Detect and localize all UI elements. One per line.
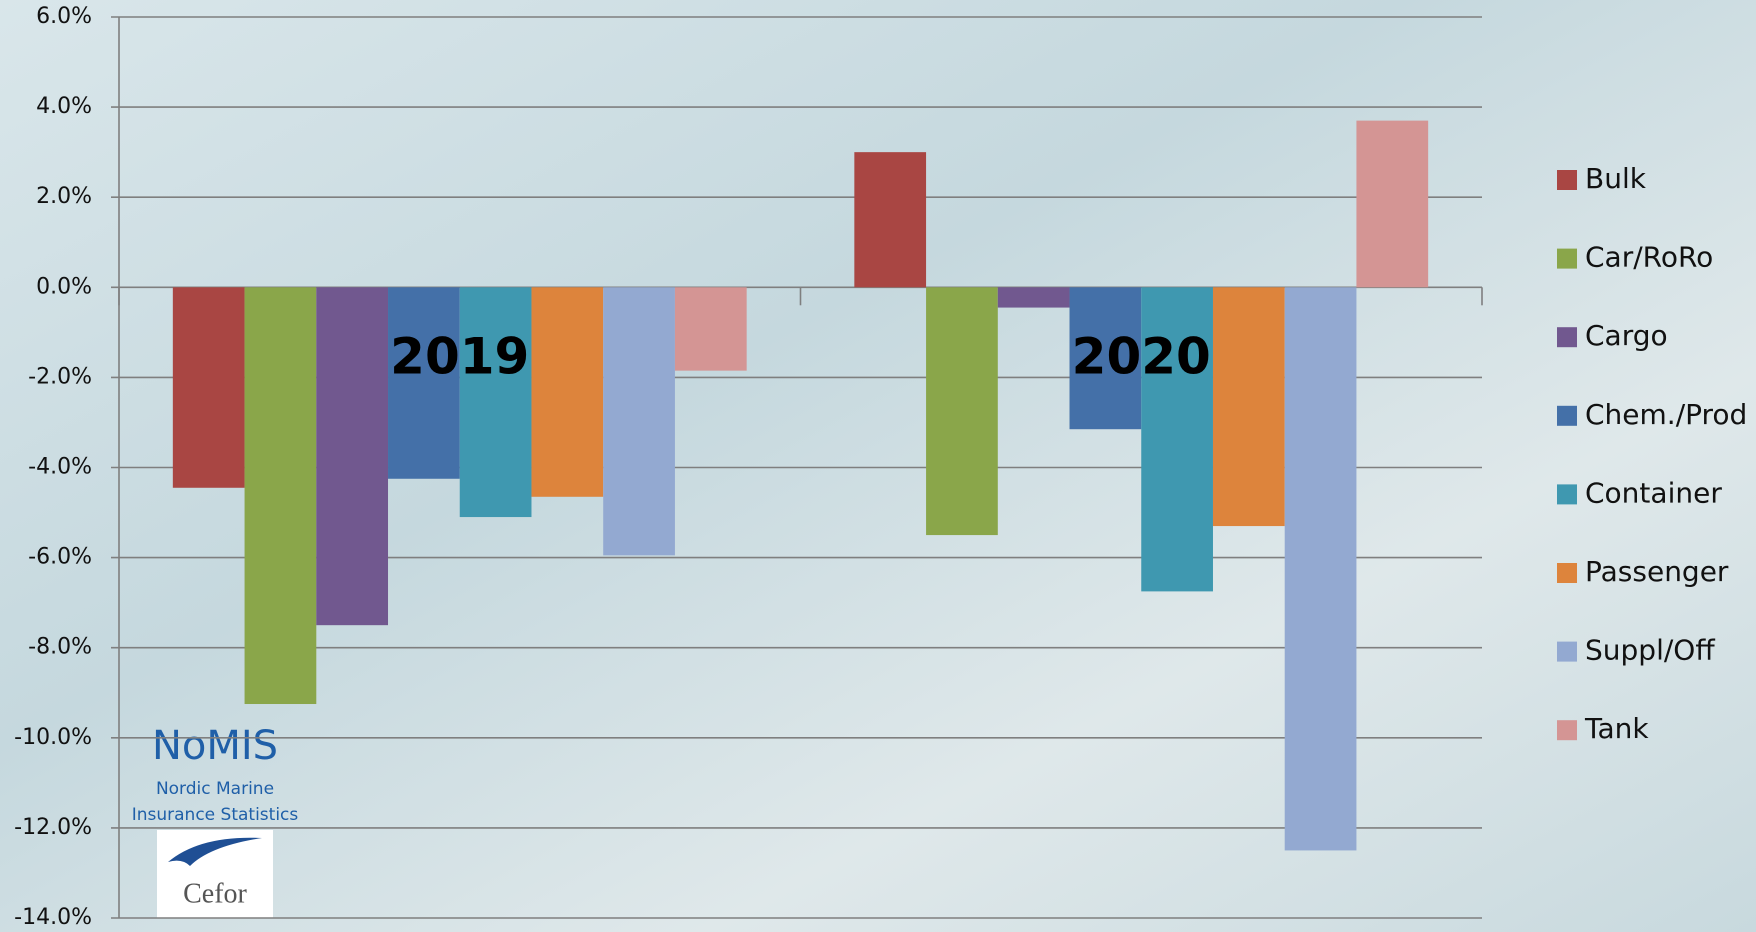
legend-swatch: [1557, 170, 1577, 190]
y-tick-label: 4.0%: [36, 94, 92, 119]
bar: [997, 287, 1070, 308]
bar: [172, 287, 245, 488]
legend-swatch: [1557, 720, 1577, 741]
y-tick-label: -2.0%: [28, 364, 92, 389]
legend-swatch: [1557, 641, 1577, 662]
y-tick-label: 6.0%: [36, 4, 92, 29]
bar: [603, 287, 675, 556]
bar: [1212, 287, 1285, 527]
y-tick-label: -12.0%: [14, 815, 92, 840]
bar: [854, 152, 927, 288]
legend-label: Car/RoRo: [1585, 241, 1713, 274]
y-tick-label: -8.0%: [28, 635, 92, 660]
y-tick-label: 2.0%: [36, 184, 92, 209]
bar: [244, 287, 317, 705]
bar: [1141, 287, 1213, 592]
y-tick-label: -6.0%: [28, 545, 92, 570]
legend-label: Cargo: [1585, 319, 1668, 352]
y-tick-label: 0.0%: [36, 274, 92, 299]
legend-label: Bulk: [1585, 162, 1647, 195]
legend-swatch: [1557, 563, 1577, 583]
bar: [316, 287, 389, 626]
y-tick-label: -10.0%: [14, 725, 92, 750]
legend-label: Passenger: [1585, 555, 1729, 588]
logo-line: Nordic Marine: [156, 779, 274, 799]
legend-swatch: [1557, 405, 1577, 426]
legend-label: Container: [1585, 476, 1722, 509]
logo-name: NoMIS: [152, 723, 278, 769]
logo-wave: [168, 837, 262, 866]
logo-brand: Cefor: [183, 878, 247, 909]
bar: [1284, 287, 1357, 851]
bar: [926, 287, 998, 536]
bar: [459, 287, 532, 518]
logo: NoMIS Nordic Marine Insurance Statistics…: [132, 723, 299, 918]
bar: [1356, 120, 1429, 288]
category-label: 2020: [1072, 328, 1211, 386]
category-label: 2019: [390, 328, 529, 386]
y-tick-label: -4.0%: [28, 455, 92, 480]
legend-label: Suppl/Off: [1585, 634, 1715, 667]
logo-line: Insurance Statistics: [132, 805, 299, 825]
bar: [674, 287, 747, 371]
y-tick-label: -14.0%: [14, 905, 92, 930]
bar: [531, 287, 604, 497]
legend-swatch: [1557, 484, 1577, 505]
bar: [1069, 287, 1142, 430]
legend-swatch: [1557, 248, 1577, 269]
legend-swatch: [1557, 327, 1577, 348]
legend-label: Tank: [1584, 712, 1649, 745]
bar: [388, 287, 460, 479]
legend-label: Chem./Prod: [1585, 398, 1747, 431]
